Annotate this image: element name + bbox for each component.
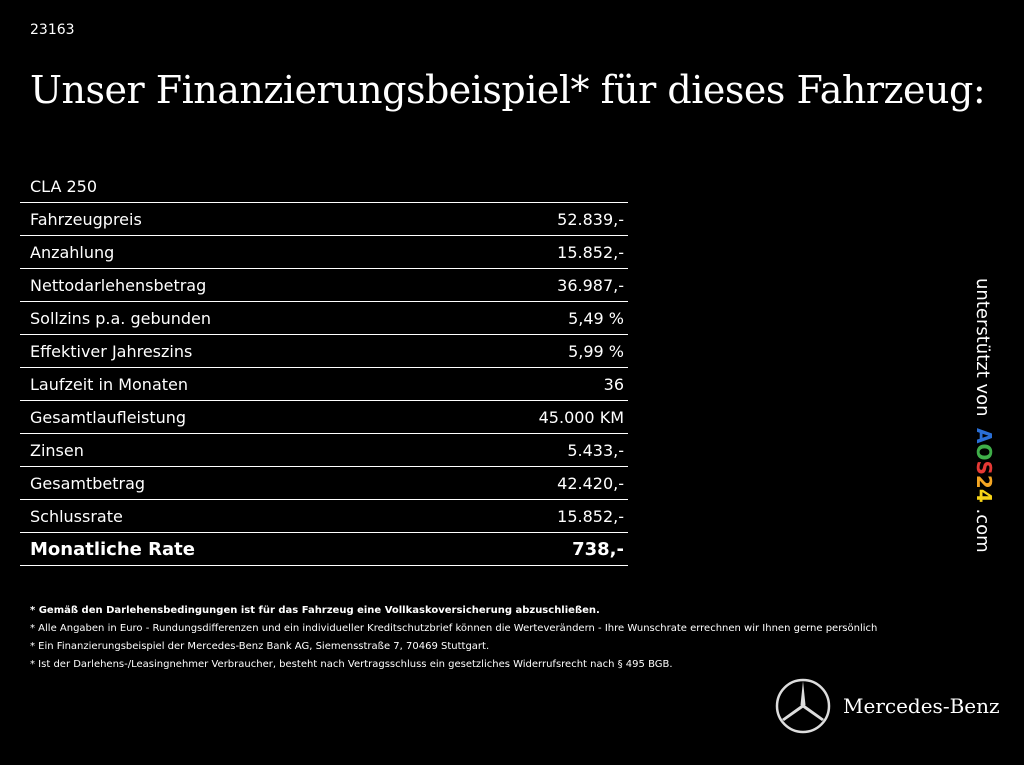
row-label: Gesamtbetrag [30, 473, 146, 493]
sponsor-suffix: .com [972, 508, 993, 553]
brand-name: Mercedes-Benz [843, 694, 1000, 718]
row-label: Gesamtlaufleistung [30, 407, 187, 427]
row-label: Laufzeit in Monaten [30, 374, 189, 394]
table-row: Gesamtlaufleistung 45.000 KM [20, 401, 628, 434]
logo-letter: 4 [972, 488, 996, 503]
mercedes-benz-logo: Mercedes-Benz [775, 678, 1000, 734]
model-row: CLA 250 [20, 170, 628, 203]
row-label: Fahrzeugpreis [30, 209, 142, 229]
row-value: 15.852,- [557, 242, 624, 262]
row-value: 5,49 % [568, 308, 624, 328]
sponsor-text: unterstützt von AOS24 .com [972, 278, 996, 553]
table-row: Effektiver Jahreszins 5,99 % [20, 335, 628, 368]
sponsor-badge: unterstützt von AOS24 .com [972, 278, 1002, 568]
logo-letter: 2 [972, 474, 996, 489]
total-label: Monatliche Rate [30, 538, 195, 560]
model-name: CLA 250 [30, 176, 98, 196]
footnotes: * Gemäß den Darlehensbedingungen ist für… [30, 602, 877, 674]
table-row: Sollzins p.a. gebunden 5,49 % [20, 302, 628, 335]
row-label: Nettodarlehensbetrag [30, 275, 207, 295]
financing-table: CLA 250 Fahrzeugpreis 52.839,- Anzahlung 15… [20, 170, 628, 566]
row-value: 45.000 KM [538, 407, 624, 427]
table-row: Zinsen 5.433,- [20, 434, 628, 467]
row-value: 52.839,- [557, 209, 624, 229]
aos24-logo: AOS24 [972, 428, 996, 503]
row-label: Anzahlung [30, 242, 115, 262]
row-label: Effektiver Jahreszins [30, 341, 193, 361]
sponsor-prefix: unterstützt von [972, 278, 993, 417]
logo-letter: A [972, 428, 996, 444]
footnote: * Ein Finanzierungsbeispiel der Mercedes… [30, 641, 490, 652]
table-row: Fahrzeugpreis 52.839,- [20, 203, 628, 236]
footnote: * Gemäß den Darlehensbedingungen ist für… [30, 605, 600, 616]
row-value: 36.987,- [557, 275, 624, 295]
row-value: 5,99 % [568, 341, 624, 361]
page-title: Unser Finanzierungsbeispiel* für dieses … [30, 68, 986, 112]
total-row: Monatliche Rate 738,- [20, 533, 628, 566]
table-row: Schlussrate 15.852,- [20, 500, 628, 533]
total-value: 738,- [572, 538, 624, 560]
table-row: Anzahlung 15.852,- [20, 236, 628, 269]
table-row: Laufzeit in Monaten 36 [20, 368, 628, 401]
table-row: Nettodarlehensbetrag 36.987,- [20, 269, 628, 302]
row-label: Zinsen [30, 440, 84, 460]
table-row: Gesamtbetrag 42.420,- [20, 467, 628, 500]
footnote: * Alle Angaben in Euro - Rundungsdiffere… [30, 623, 878, 634]
reference-id: 23163 [30, 22, 75, 38]
row-value: 15.852,- [557, 506, 624, 526]
row-value: 42.420,- [557, 473, 624, 493]
row-value: 5.433,- [567, 440, 624, 460]
logo-letter: S [972, 460, 996, 475]
row-label: Sollzins p.a. gebunden [30, 308, 212, 328]
logo-letter: O [972, 443, 996, 461]
footnote: * Ist der Darlehens-/Leasingnehmer Verbr… [30, 659, 673, 670]
mercedes-star-icon [775, 678, 831, 734]
row-value: 36 [603, 374, 624, 394]
row-label: Schlussrate [30, 506, 123, 526]
